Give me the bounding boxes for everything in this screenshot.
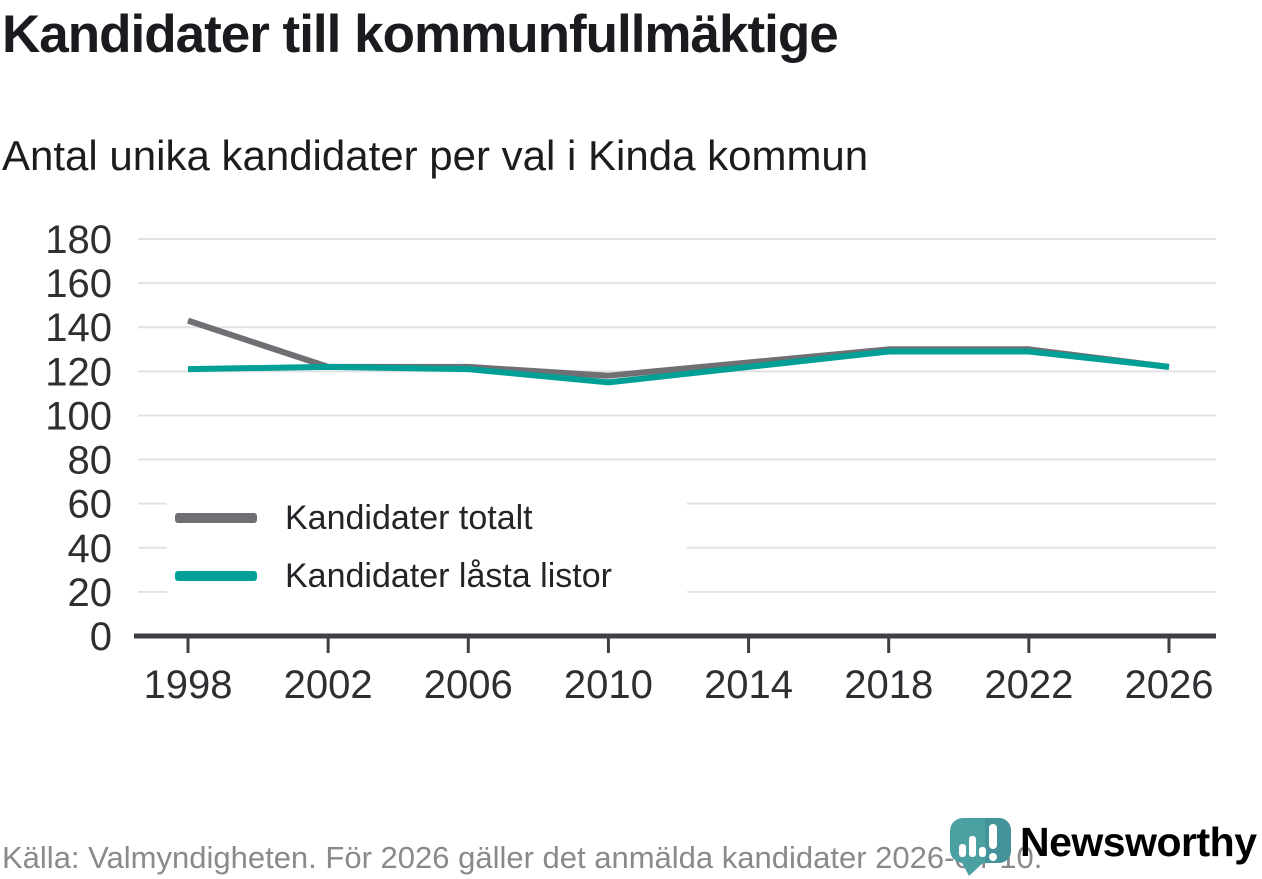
chart-title: Kandidater till kommunfullmäktige <box>2 5 839 64</box>
y-tick-label: 20 <box>68 571 113 615</box>
legend-item-kandidater-totalt: Kandidater totalt <box>167 493 687 543</box>
legend-swatch-lasta-listor <box>175 571 257 581</box>
x-tick-label: 2022 <box>984 663 1073 707</box>
x-tick-label: 2010 <box>564 663 653 707</box>
legend-swatch-totalt <box>175 513 257 523</box>
y-tick-label: 160 <box>45 262 112 306</box>
chart-subtitle: Antal unika kandidater per val i Kinda k… <box>2 132 869 179</box>
y-tick-label: 40 <box>68 527 113 571</box>
x-tick-label: 2026 <box>1124 663 1213 707</box>
newsworthy-logo: Newsworthy <box>948 817 1257 877</box>
legend: Kandidater totalt Kandidater låsta listo… <box>167 489 687 605</box>
series-line-1 <box>187 348 1170 386</box>
x-tick-label: 2014 <box>704 663 793 707</box>
newsworthy-icon <box>950 818 1011 876</box>
y-tick-label: 120 <box>45 350 112 394</box>
y-tick-label: 60 <box>68 483 113 527</box>
x-tick-label: 2018 <box>844 663 933 707</box>
x-tick-label: 2006 <box>424 663 513 707</box>
x-tick-label: 1998 <box>144 663 233 707</box>
source-note: Källa: Valmyndigheten. För 2026 gäller d… <box>2 840 1043 875</box>
newsworthy-wordmark: Newsworthy <box>1020 819 1257 865</box>
legend-label-totalt: Kandidater totalt <box>285 498 533 537</box>
y-tick-label: 100 <box>45 394 112 438</box>
x-tick-label: 2002 <box>284 663 373 707</box>
y-tick-label: 0 <box>90 615 112 659</box>
y-tick-label: 140 <box>45 306 112 350</box>
legend-label-lasta-listor: Kandidater låsta listor <box>285 556 612 595</box>
legend-item-kandidater-lasta-listor: Kandidater låsta listor <box>167 551 687 601</box>
y-tick-label: 80 <box>68 439 113 483</box>
y-tick-label: 180 <box>45 218 112 262</box>
